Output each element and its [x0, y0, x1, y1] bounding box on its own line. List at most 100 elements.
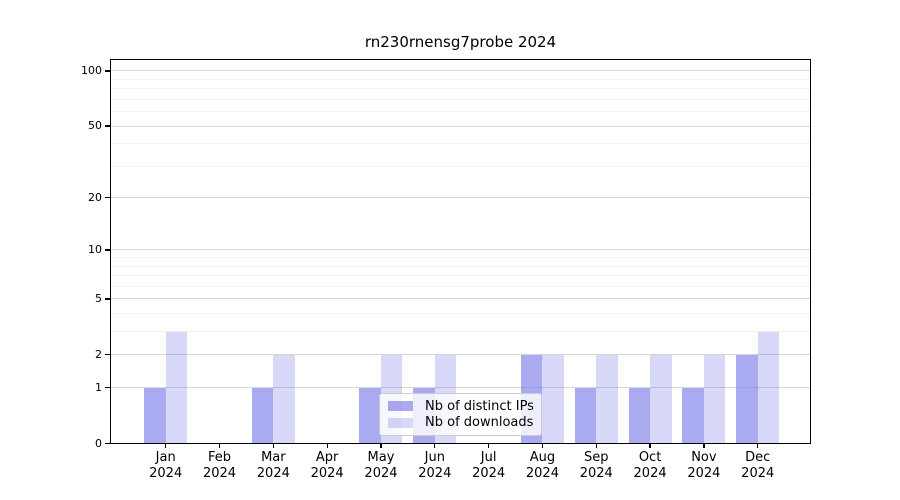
minor-gridline	[110, 143, 811, 145]
bar-downloads-sep	[596, 354, 618, 444]
bar-downloads-mar	[273, 354, 295, 444]
x-axis-tick	[541, 443, 544, 448]
x-tick-month: May	[367, 449, 395, 465]
minor-gridline	[110, 275, 811, 277]
bar-downloads-aug	[542, 354, 564, 444]
y-tick-label: 2	[95, 347, 102, 361]
x-axis-tick	[218, 443, 221, 448]
y-axis-tick	[105, 442, 110, 445]
x-tick-year: 2024	[525, 466, 559, 481]
bar-downloads-jan	[165, 331, 188, 444]
minor-gridline	[110, 111, 811, 113]
bar-distinct-ips-mar	[251, 387, 274, 444]
y-tick-label: 1	[95, 380, 102, 394]
bar-downloads-dec	[757, 331, 780, 444]
x-tick-year: 2024	[687, 466, 721, 481]
major-gridline	[110, 197, 811, 199]
legend-item-downloads: Nb of downloads	[388, 415, 533, 430]
x-axis-tick	[326, 443, 328, 448]
y-tick-label: 10	[88, 242, 102, 256]
y-tick-label: 0	[95, 436, 102, 450]
x-tick-year: 2024	[741, 466, 775, 481]
x-tick-year: 2024	[579, 466, 613, 481]
y-axis-tick	[105, 386, 110, 389]
x-axis-tick	[380, 443, 382, 448]
x-tick-year: 2024	[364, 466, 398, 481]
legend-swatch-downloads-icon	[388, 417, 413, 428]
x-axis-tick	[649, 443, 651, 448]
chart-title: rn230rnensg7probe 2024	[364, 33, 557, 51]
x-tick-label: May 2024	[349, 450, 413, 483]
x-axis-tick	[757, 443, 759, 448]
x-tick-year: 2024	[472, 466, 506, 481]
bar-downloads-nov	[703, 354, 726, 444]
y-axis-tick	[105, 70, 110, 72]
x-axis-tick	[595, 443, 597, 448]
y-axis-tick	[105, 298, 110, 300]
legend-item-distinct-ips: Nb of distinct IPs	[388, 398, 534, 414]
x-axis-tick	[272, 443, 274, 448]
major-gridline	[110, 354, 811, 356]
major-gridline	[110, 70, 811, 72]
x-tick-year: 2024	[633, 466, 667, 481]
bar-distinct-ips-dec	[736, 354, 758, 444]
x-tick-month: Feb	[208, 449, 232, 465]
legend: Nb of distinct IPs Nb of downloads	[379, 393, 542, 436]
x-tick-month: Apr	[315, 449, 339, 465]
x-tick-label: Mar 2024	[241, 450, 305, 483]
x-tick-year: 2024	[256, 466, 290, 481]
major-gridline	[110, 249, 811, 251]
x-tick-label: Sep 2024	[564, 450, 628, 483]
x-tick-month: Sep	[583, 449, 609, 465]
x-tick-month: Dec	[745, 449, 771, 465]
bar-distinct-ips-oct	[628, 387, 651, 444]
minor-gridline	[110, 257, 811, 259]
minor-gridline	[110, 88, 811, 90]
y-tick-label: 100	[81, 63, 102, 77]
x-axis-tick	[487, 443, 490, 448]
bar-distinct-ips-sep	[574, 387, 597, 444]
minor-gridline	[110, 78, 811, 80]
x-tick-month: Nov	[691, 449, 717, 465]
y-axis-tick	[105, 197, 110, 199]
y-tick-label: 5	[95, 291, 102, 305]
major-gridline	[110, 387, 811, 389]
x-tick-label: Dec 2024	[726, 450, 790, 483]
x-tick-month: Aug	[529, 449, 556, 465]
minor-gridline	[110, 313, 811, 315]
y-axis-tick	[105, 249, 110, 251]
x-tick-label: Oct 2024	[618, 450, 682, 483]
x-axis-tick	[703, 443, 705, 448]
x-tick-month: Jun	[424, 449, 445, 465]
bar-distinct-ips-jan	[144, 387, 166, 444]
x-tick-year: 2024	[149, 466, 183, 481]
minor-gridline	[110, 331, 811, 333]
legend-label-downloads: Nb of downloads	[425, 415, 534, 431]
x-tick-label: Jun 2024	[403, 450, 467, 483]
bar-distinct-ips-nov	[682, 387, 704, 444]
x-tick-month: Oct	[638, 449, 662, 465]
y-axis-tick	[105, 354, 110, 356]
bar-distinct-ips-may	[359, 387, 381, 444]
x-tick-month: Mar	[261, 449, 286, 465]
y-axis-tick	[105, 125, 110, 127]
y-tick-label: 50	[88, 119, 102, 133]
legend-label-distinct-ips: Nb of distinct IPs	[425, 398, 534, 414]
x-axis-tick	[434, 443, 436, 448]
x-tick-label: Jan 2024	[134, 450, 198, 483]
x-tick-label: Feb 2024	[188, 450, 252, 483]
x-tick-year: 2024	[202, 466, 237, 481]
x-axis-tick	[165, 443, 167, 448]
minor-gridline	[110, 285, 811, 287]
x-tick-year: 2024	[418, 466, 452, 481]
y-tick-label: 20	[88, 190, 102, 204]
x-tick-label: Nov 2024	[672, 450, 736, 483]
x-tick-month: Jan	[155, 449, 176, 465]
minor-gridline	[110, 265, 811, 267]
bar-downloads-oct	[650, 354, 672, 444]
x-tick-month: Jul	[480, 449, 497, 465]
x-tick-label: Apr 2024	[295, 450, 359, 483]
x-tick-label: Jul 2024	[457, 450, 521, 483]
minor-gridline	[110, 98, 811, 100]
